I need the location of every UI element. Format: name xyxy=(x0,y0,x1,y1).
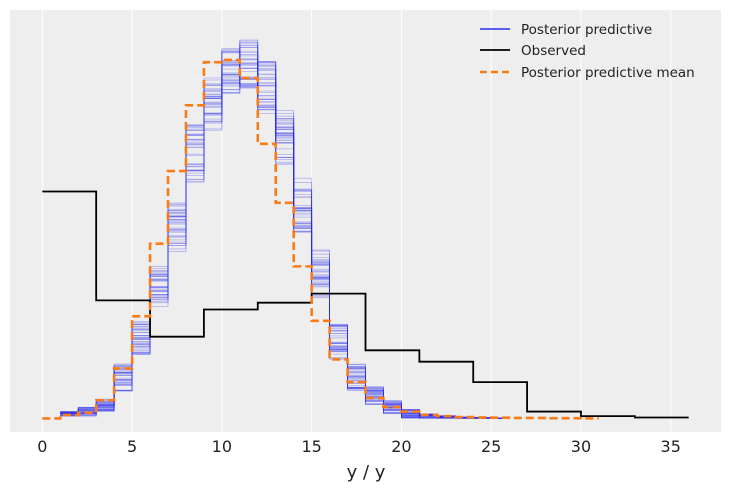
posterior-predictive-draw xyxy=(60,64,510,419)
legend-item-posterior-predictive: Posterior predictive xyxy=(480,22,652,38)
legend: Posterior predictive Observed Posterior … xyxy=(480,22,695,81)
posterior-predictive-draw xyxy=(60,79,510,419)
observed-line xyxy=(42,190,689,419)
plot-area xyxy=(10,10,721,432)
posterior-predictive-draw xyxy=(60,40,510,419)
posterior-predictive-draw xyxy=(60,44,510,419)
posterior-predictive-draw xyxy=(60,77,510,419)
x-tick-label: 25 xyxy=(481,437,501,456)
posterior-predictive-mean-line xyxy=(42,58,599,420)
x-axis-label: y / y xyxy=(347,462,386,483)
posterior-predictive-draw xyxy=(60,44,510,419)
x-tick-label: 10 xyxy=(212,437,232,456)
x-axis-ticks: 0 5 10 15 20 25 30 35 xyxy=(37,437,681,456)
legend-item-observed: Observed xyxy=(480,43,586,59)
legend-label-posterior-predictive-mean: Posterior predictive mean xyxy=(521,65,695,81)
posterior-predictive-draw xyxy=(60,60,510,419)
posterior-predictive-mean-series xyxy=(42,58,599,420)
posterior-predictive-draw xyxy=(60,50,510,419)
x-tick-label: 35 xyxy=(661,437,681,456)
posterior-predictive-draw xyxy=(60,39,510,419)
posterior-predictive-draw xyxy=(60,52,510,419)
x-tick-label: 20 xyxy=(391,437,411,456)
legend-item-posterior-predictive-mean: Posterior predictive mean xyxy=(480,65,695,81)
grid-lines xyxy=(41,10,672,432)
legend-label-observed: Observed xyxy=(521,43,586,59)
legend-label-posterior-predictive: Posterior predictive xyxy=(521,22,652,38)
x-tick-label: 15 xyxy=(301,437,321,456)
x-tick-label: 0 xyxy=(37,437,47,456)
x-tick-label: 5 xyxy=(127,437,137,456)
x-tick-label: 30 xyxy=(571,437,591,456)
posterior-predictive-draw xyxy=(60,60,510,419)
observed-series xyxy=(42,190,689,419)
